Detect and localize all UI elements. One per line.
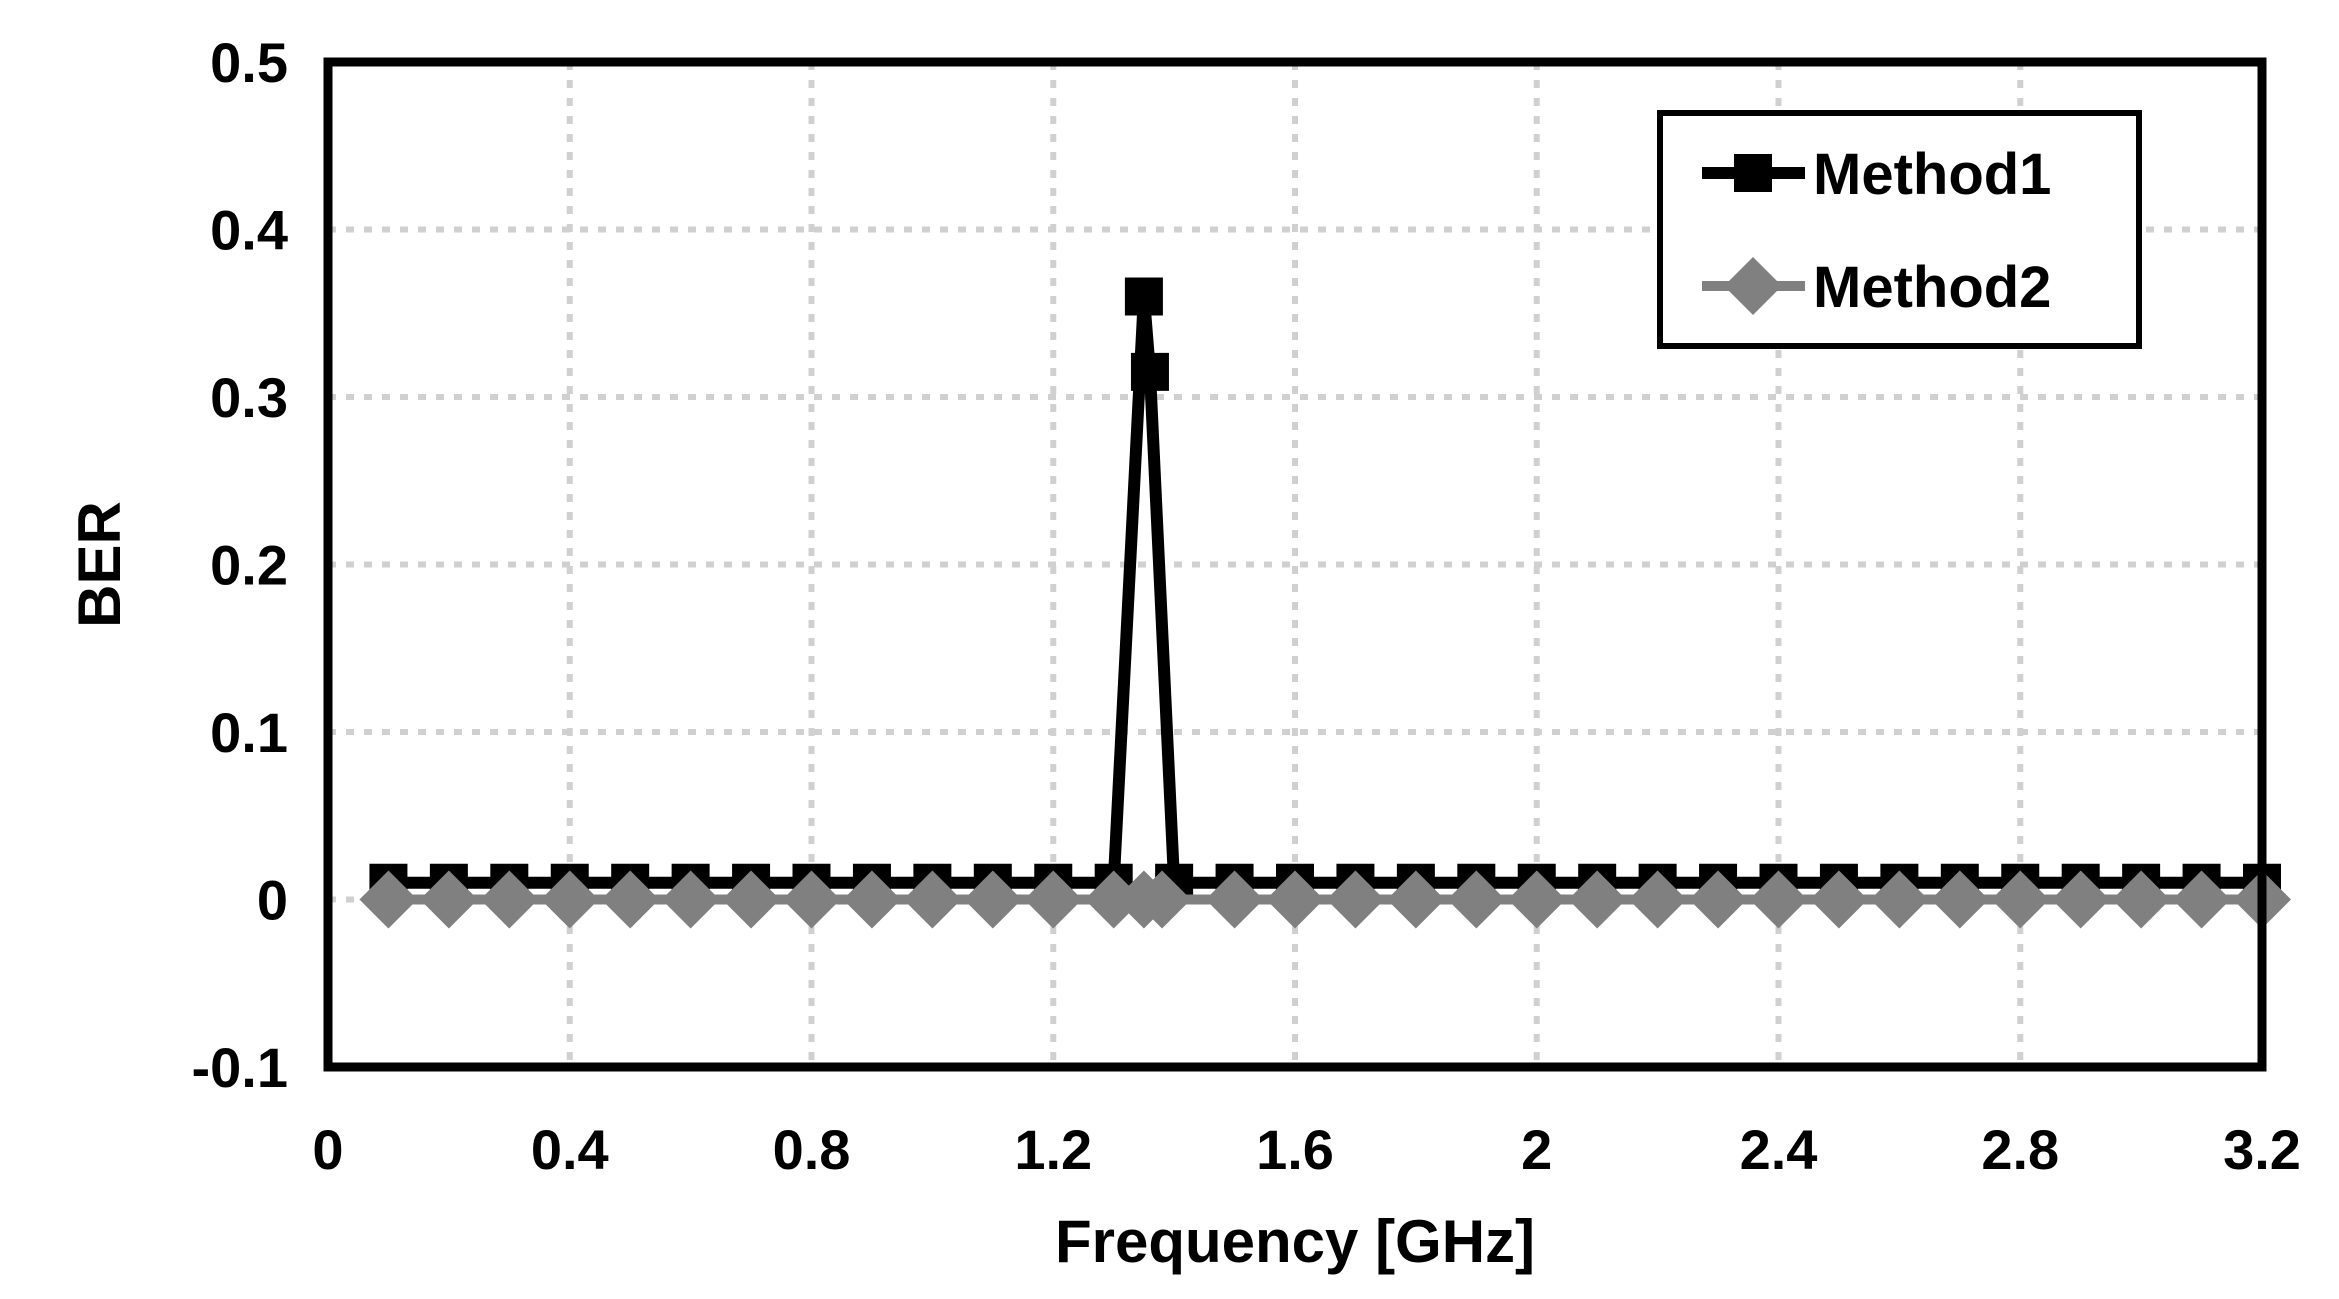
legend-item-method2: Method2 — [1702, 255, 2051, 320]
y-tick-labels: -0.1 0 0.1 0.2 0.3 0.4 0.5 — [192, 31, 289, 1099]
data-point — [1205, 870, 1264, 929]
x-tick-label: 2 — [1521, 1118, 1552, 1181]
y-tick-label: 0.2 — [210, 534, 288, 597]
data-point — [359, 870, 418, 929]
x-axis-title: Frequency [GHz] — [1055, 1208, 1535, 1275]
y-axis-title: BER — [66, 501, 133, 628]
legend-item-method1: Method1 — [1702, 142, 2051, 207]
x-tick-label: 2.8 — [1981, 1118, 2059, 1181]
y-tick-label: 0.5 — [210, 31, 288, 94]
x-tick-label: 0 — [312, 1118, 343, 1181]
series-layer — [359, 277, 2291, 929]
data-point — [1386, 870, 1445, 929]
data-point — [2112, 870, 2171, 929]
y-tick-label: 0.4 — [210, 199, 288, 262]
data-point — [1568, 870, 1627, 929]
data-point — [782, 870, 841, 929]
y-tick-label: 0.1 — [210, 701, 288, 764]
legend-label: Method2 — [1813, 255, 2051, 320]
data-point — [2051, 870, 2110, 929]
y-tick-label: -0.1 — [192, 1036, 289, 1099]
data-point — [963, 870, 1022, 929]
x-tick-label: 1.2 — [1014, 1118, 1092, 1181]
data-point — [1689, 870, 1748, 929]
data-point — [722, 870, 781, 929]
series-line — [388, 296, 2262, 889]
data-point — [1628, 870, 1687, 929]
data-point — [2172, 870, 2231, 929]
data-point — [1326, 870, 1385, 929]
x-tick-label: 2.4 — [1740, 1118, 1818, 1181]
y-tick-label: 0 — [257, 869, 288, 932]
data-point — [1930, 870, 1989, 929]
data-point — [1447, 870, 1506, 929]
x-tick-label: 3.2 — [2223, 1118, 2301, 1181]
data-point — [1133, 870, 1192, 929]
data-point — [480, 870, 539, 929]
data-point — [1124, 277, 1163, 316]
legend-box — [1657, 110, 2142, 349]
data-point — [1749, 870, 1808, 929]
data-point — [1870, 870, 1929, 929]
data-point — [1991, 870, 2050, 929]
data-point — [1130, 352, 1169, 391]
data-point — [601, 870, 660, 929]
data-point — [661, 870, 720, 929]
legend-marker — [1734, 154, 1772, 192]
data-point — [540, 870, 599, 929]
y-tick-label: 0.3 — [210, 366, 288, 429]
data-point — [1084, 870, 1143, 929]
data-point — [1024, 870, 1083, 929]
x-tick-labels: 0 0.4 0.8 1.2 1.6 2 2.4 2.8 3.2 — [312, 1118, 2301, 1181]
series-method1 — [369, 277, 2281, 902]
x-tick-label: 0.4 — [531, 1118, 609, 1181]
data-point — [419, 870, 478, 929]
legend: Method1 Method2 — [1657, 110, 2142, 349]
series-method2 — [359, 870, 2291, 929]
data-point — [903, 870, 962, 929]
legend-label: Method1 — [1813, 142, 2051, 207]
data-point — [1507, 870, 1566, 929]
x-tick-label: 0.8 — [773, 1118, 851, 1181]
data-point — [842, 870, 901, 929]
x-tick-label: 1.6 — [1256, 1118, 1334, 1181]
legend-items: Method1 Method2 — [1702, 142, 2051, 320]
data-point — [1266, 870, 1324, 929]
data-point — [1809, 870, 1868, 929]
legend-marker — [1724, 257, 1782, 315]
plot-frame — [323, 57, 2267, 1072]
